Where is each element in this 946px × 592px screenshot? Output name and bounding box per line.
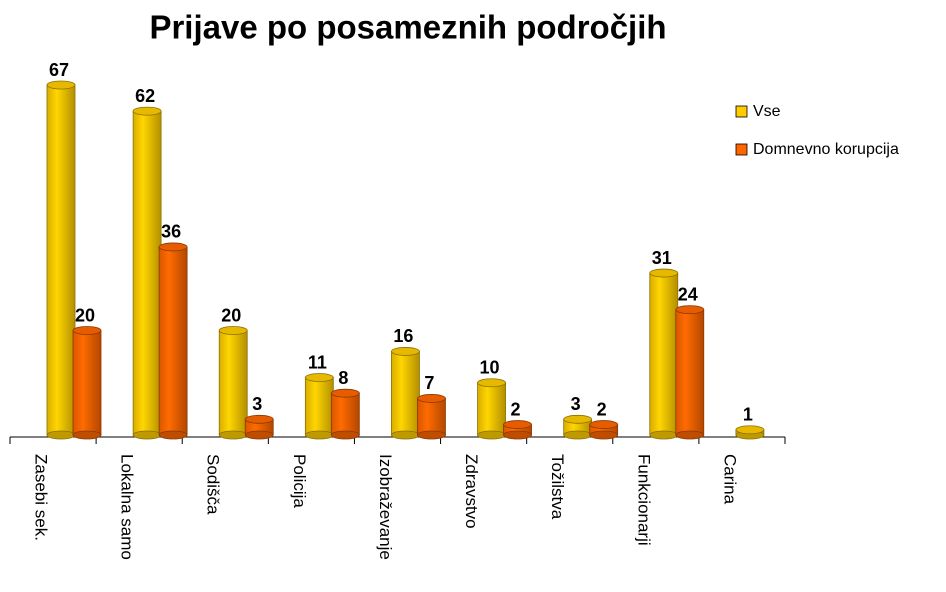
bar-bottom [158,430,188,440]
bar [72,326,102,440]
bar-body [330,392,360,436]
bar-body [675,309,705,436]
bar-bottom [563,430,593,440]
bar-top [72,326,102,335]
bar [46,80,76,440]
value-label: 20 [221,305,241,325]
bar-bottom [417,430,446,440]
value-label: 2 [511,399,521,419]
bar-bottom [72,430,102,440]
legend-swatch [735,143,748,156]
legend-label: Vse [753,103,781,120]
bar-top [563,414,593,424]
bar-bottom [46,430,76,440]
bar [589,420,619,440]
bar-body [417,398,446,436]
legend-label: Domnevno korupcija [753,141,899,158]
bar-body [218,330,248,436]
bar-bottom [330,430,360,440]
bar-body [391,351,420,436]
bar-top [46,80,76,90]
bar-top [330,388,360,398]
bar-top [244,414,274,424]
bar-body [649,272,679,436]
bar-body [158,246,188,436]
bar [735,425,765,440]
bar [218,326,248,440]
bar-body [132,110,162,436]
value-label: 3 [252,394,262,414]
bar-bottom [503,430,532,440]
value-label: 67 [49,60,69,80]
bar-bottom [304,430,334,440]
x-tick-label: Carina [720,454,739,505]
value-label: 3 [571,394,581,414]
x-tick-label: Zdravstvo [462,454,481,529]
bar-top [649,268,679,278]
value-label: 2 [597,399,607,419]
value-label: 11 [308,352,327,372]
bar [649,268,679,440]
value-label: 16 [393,326,413,346]
x-tick-label: Policija [290,454,309,508]
bar [330,388,360,440]
bar-top [218,326,248,335]
bar-top [417,394,446,403]
bar-top [391,347,420,356]
bar-bottom [589,430,619,440]
bar [391,347,420,440]
bar-bottom [649,430,679,440]
bar-bottom [244,430,274,440]
bar-bottom [391,430,420,440]
bar-body [46,84,76,436]
value-label: 8 [338,368,348,388]
bar [158,242,188,440]
value-label: 36 [161,222,181,242]
x-tick-label: Funkcionarji [634,454,653,546]
bar [417,394,446,440]
value-label: 7 [424,373,434,393]
bar-top [158,242,188,252]
x-tick-label: Sodišča [204,454,223,515]
value-label: 10 [480,358,500,378]
bar-top [304,373,334,382]
bar [563,414,593,440]
bar-body [72,330,102,436]
bar-top [589,420,619,429]
bar-top [675,305,705,315]
value-label: 62 [135,86,155,106]
bar [503,420,532,440]
chart-title: Prijave po posameznih področjih [149,9,666,46]
bar-bottom [132,430,162,440]
x-tick-label: Tožilstva [548,454,567,520]
bar-bottom [218,430,248,440]
bar-bottom [675,430,705,440]
x-tick-label: Lokalna samo [118,454,137,560]
x-tick-label: Izobraževanje [376,454,395,560]
bar-top [132,106,162,116]
legend-swatch [735,105,748,118]
bar-top [503,420,532,429]
bar-top [477,378,506,388]
bar [132,106,162,440]
value-label: 1 [743,405,753,425]
value-label: 20 [75,305,95,325]
bar [477,378,506,440]
bar-bottom [477,430,506,440]
x-tick-label: Zasebi sek. [32,454,51,541]
bar [304,373,334,440]
bar-top [735,425,765,435]
value-label: 24 [678,284,698,304]
bar-body [304,377,334,436]
bar [244,414,274,440]
value-label: 31 [652,248,672,268]
bar [675,305,705,440]
bar-body [477,382,506,436]
